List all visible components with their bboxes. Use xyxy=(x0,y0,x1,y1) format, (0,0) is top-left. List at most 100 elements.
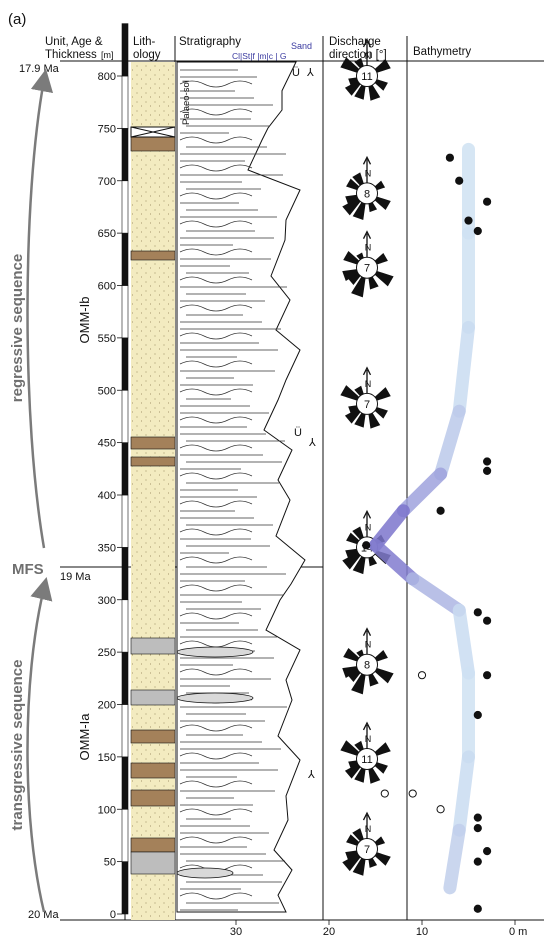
header-unit-line1: Unit, Age & xyxy=(45,36,103,48)
rose-center xyxy=(356,747,378,770)
north-label: N xyxy=(365,51,372,61)
bathymetry-curve-segment xyxy=(452,320,475,418)
discharge-rose-diagrams: N11N8N7N7N14N8N11N7 xyxy=(340,38,394,876)
ripple-lamination xyxy=(179,220,253,228)
mud-band xyxy=(130,762,176,779)
ripple-lamination xyxy=(179,108,253,116)
burrow-symbol: Ü xyxy=(292,67,300,79)
bathymetry-point-open xyxy=(436,805,445,814)
rose-count: 8 xyxy=(364,188,370,200)
header-sand: Sand xyxy=(291,41,312,51)
rose-count: 11 xyxy=(361,71,372,83)
header-discharge-line2: direction [°] xyxy=(329,49,387,61)
ripple-lamination xyxy=(179,276,253,284)
ripple-lamination xyxy=(179,136,253,144)
age-top: 17.9 Ma xyxy=(19,63,60,75)
scale-segment xyxy=(121,808,129,862)
rose-center xyxy=(356,653,378,676)
sequence-arrows: regressive sequence transgressive sequen… xyxy=(9,68,54,913)
ripple-lamination xyxy=(179,528,253,536)
bathymetry-point-filled xyxy=(483,847,492,856)
north-label: N xyxy=(365,522,372,532)
thickness-scale-bar xyxy=(121,23,129,915)
bathymetry-point-filled xyxy=(473,710,482,720)
thickness-tick-label: 600 xyxy=(98,281,116,293)
thickness-tick-label: 400 xyxy=(98,490,116,502)
ripple-lamination xyxy=(179,780,253,788)
rose-center xyxy=(356,182,378,205)
ripple-lamination xyxy=(179,752,253,760)
scale-segment xyxy=(121,704,129,758)
ripple-lamination xyxy=(179,388,253,396)
thickness-tick-label: 550 xyxy=(98,333,116,345)
north-label: N xyxy=(365,640,372,650)
mud-band xyxy=(130,436,176,450)
thickness-tick-label: 50 xyxy=(104,857,116,869)
rose-diagram: N 11 xyxy=(340,38,391,101)
bathymetry-point-open xyxy=(380,789,389,798)
scale-segment xyxy=(121,756,129,810)
bathymetry-point-filled xyxy=(445,153,454,162)
bathymetry-point-filled xyxy=(483,616,492,625)
regressive-sequence-label: regressive sequence xyxy=(9,254,26,402)
rose-count: 7 xyxy=(364,399,370,411)
bathymetry-tick-label: 30 xyxy=(230,926,242,937)
thickness-tick-label: 0 xyxy=(110,909,116,921)
rose-count: 11 xyxy=(361,754,372,766)
bathymetry-point-filled xyxy=(483,671,492,680)
ripple-lamination xyxy=(179,612,253,620)
bathymetry-tick-label: 0 m xyxy=(509,926,527,937)
bathymetry-point-filled xyxy=(483,197,492,206)
scale-segment xyxy=(121,337,129,391)
thickness-tick-label: 300 xyxy=(98,595,116,607)
thickness-tick-label: 800 xyxy=(98,71,116,83)
bathymetry-curve xyxy=(369,142,475,895)
ripple-lamination xyxy=(179,892,253,900)
rose-diagram: N 11 xyxy=(340,721,391,784)
header-unit-line2: Thickness xyxy=(45,49,97,61)
panel-label: (a) xyxy=(8,11,26,28)
age-mfs: 19 Ma xyxy=(60,571,91,583)
bathymetry-point-filled xyxy=(473,813,482,822)
rose-diagram: N8 xyxy=(342,627,394,695)
transgressive-sequence-label: transgressive sequence xyxy=(9,660,26,831)
bathymetry-axis: 30 20 10 0 m xyxy=(230,920,527,937)
header-litho-line1: Lith- xyxy=(133,36,156,48)
rose-diagram: N8 xyxy=(342,155,391,221)
thickness-tick-label: 500 xyxy=(98,385,116,397)
ripple-lamination xyxy=(179,500,253,508)
rose-center xyxy=(356,65,378,87)
bathymetry-curve-segment xyxy=(434,404,466,481)
lithology-column xyxy=(130,62,176,920)
scale-segment xyxy=(121,23,129,77)
north-label: N xyxy=(365,824,372,834)
mud-band xyxy=(130,456,176,467)
header-stratigraphy: Stratigraphy xyxy=(179,36,241,48)
bathymetry-point-filled xyxy=(473,608,482,617)
header-litho-line2: ology xyxy=(133,49,161,61)
stratigraphy-column: Palaeo-sol Ü ⅄ Ü ⅄ ⅄ xyxy=(176,61,316,913)
unit-label-omm-ia: OMM-Ia xyxy=(77,713,92,761)
palaeosol-label: Palaeo-sol xyxy=(181,80,192,125)
mfs-label: MFS xyxy=(12,561,44,578)
bathymetry-curve-segment xyxy=(396,467,448,518)
bathymetry-point-filled xyxy=(473,904,482,913)
trace-fossil-symbols: Ü ⅄ Ü ⅄ ⅄ xyxy=(292,67,316,781)
thickness-tick-label: 450 xyxy=(98,438,116,450)
thickness-tick-label: 100 xyxy=(98,804,116,816)
grain-size-profile xyxy=(176,61,306,913)
gravel-band xyxy=(130,637,176,655)
ripple-lamination xyxy=(179,724,253,732)
ripple-lamination xyxy=(179,444,253,452)
bathymetry-point-filled xyxy=(483,466,492,476)
scale-segment xyxy=(121,494,129,548)
mud-band xyxy=(130,837,176,853)
gravel-band xyxy=(130,689,176,706)
bathymetry-curve-segment xyxy=(369,504,410,552)
mud-band xyxy=(130,789,176,807)
scale-segment xyxy=(121,180,129,234)
thickness-tick-label: 750 xyxy=(98,123,116,135)
bathymetry-curve-segment xyxy=(452,750,475,837)
gravel-lenses xyxy=(176,646,254,879)
